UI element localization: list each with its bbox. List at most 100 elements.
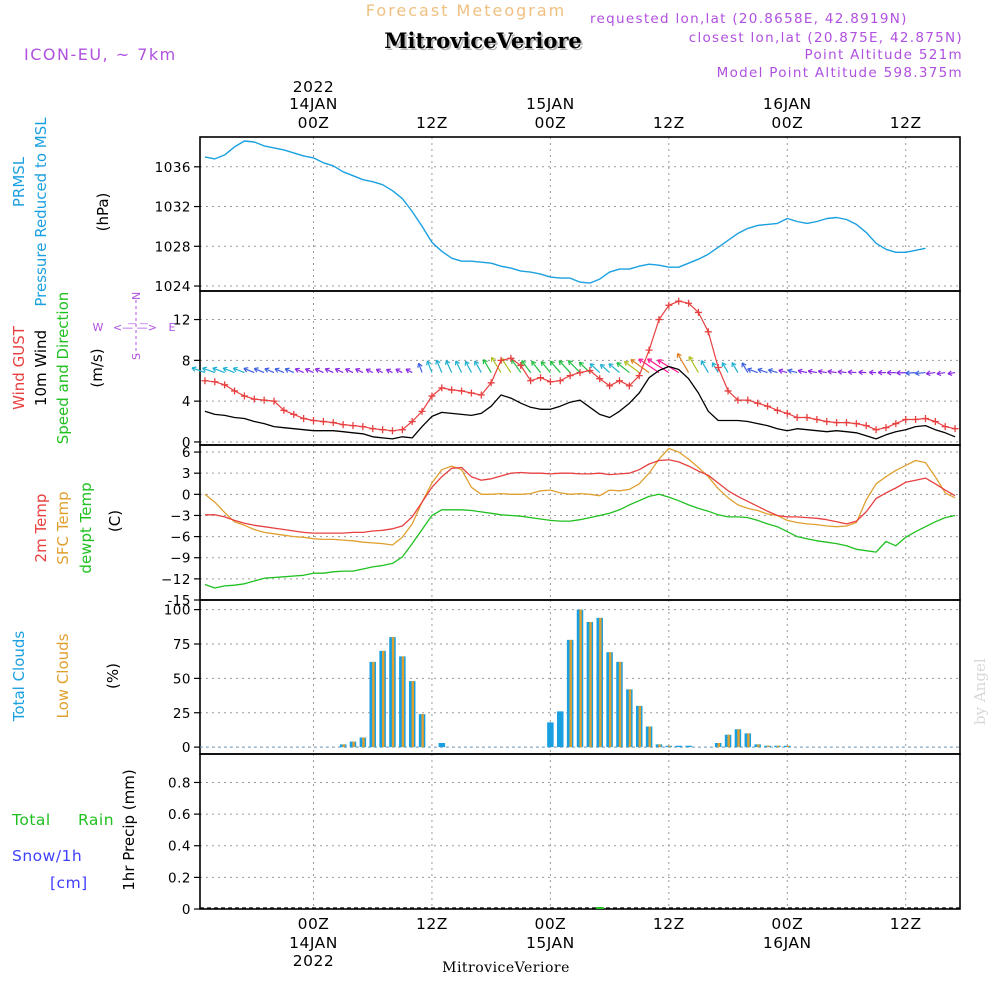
wind-arrow-shaft bbox=[647, 358, 670, 374]
wind-arrow-shaft bbox=[630, 359, 650, 374]
point-altitude: Point Altitude 521m bbox=[805, 47, 963, 63]
wind-arrow-head bbox=[905, 372, 910, 376]
low-cloud-bar bbox=[717, 743, 720, 748]
wind-gust-marker bbox=[615, 377, 623, 385]
pressure-line bbox=[204, 140, 926, 284]
wind-arrow-shaft bbox=[243, 367, 255, 374]
wind-arrow-head bbox=[877, 369, 883, 374]
wind-arrow-head bbox=[589, 363, 593, 369]
y-tick-label: 1024 bbox=[155, 279, 191, 295]
wind-gust-marker bbox=[467, 389, 475, 397]
wind-gust-marker bbox=[517, 361, 525, 369]
wind-gust-marker bbox=[260, 396, 268, 404]
panel-side-labels: PRMSL Pressure Reduced to MSL (hPa) Wind GU… bbox=[10, 117, 176, 892]
wind-arrow-head bbox=[747, 368, 751, 373]
wind-arrow-head bbox=[531, 361, 533, 366]
wind-gust-marker bbox=[221, 381, 229, 389]
wind-arrow-head bbox=[747, 367, 753, 370]
wind-arrow-shaft bbox=[638, 358, 660, 374]
surface-temp-line bbox=[204, 447, 956, 546]
wind-gust-marker bbox=[754, 399, 762, 407]
wind-arrow-head bbox=[531, 360, 537, 364]
wind-arrow-head bbox=[355, 368, 359, 374]
low-cloud-bar bbox=[658, 744, 661, 748]
compass-east: E bbox=[169, 321, 176, 334]
wind-arrow-head bbox=[778, 369, 783, 374]
temp-sfc-label: SFC Temp bbox=[54, 491, 72, 564]
wind-arrow-head bbox=[232, 367, 237, 373]
y-tick-label: 0.4 bbox=[168, 839, 191, 855]
snow-unit-label: [cm] bbox=[50, 874, 88, 892]
wind-direction-arrow bbox=[630, 358, 650, 374]
wind-arrow-head bbox=[334, 368, 339, 373]
wind-arrow-head bbox=[223, 366, 228, 369]
wind-gust-marker bbox=[310, 417, 318, 425]
wind-gust-marker bbox=[369, 425, 377, 433]
y-tick-label: 0 bbox=[182, 740, 191, 756]
low-cloud-bar bbox=[381, 650, 385, 748]
wind-direction-arrow bbox=[454, 360, 463, 373]
wind-arrow-head bbox=[445, 360, 451, 364]
wind-arrow-head bbox=[436, 359, 441, 364]
meteogram-title: Forecast Meteogram bbox=[366, 1, 566, 20]
wind-arrow-head bbox=[579, 361, 584, 364]
wind-direction-arrow bbox=[385, 368, 393, 374]
wind-arrow-shaft bbox=[511, 359, 522, 373]
rain-label: Rain bbox=[78, 811, 114, 829]
low-cloud-bar bbox=[776, 745, 780, 748]
wind-direction-arrow bbox=[721, 362, 729, 373]
wind-arrow-shaft bbox=[465, 360, 472, 373]
wind-arrow-head bbox=[818, 368, 823, 372]
wind-arrow-head bbox=[827, 370, 832, 375]
wind-gust-marker bbox=[872, 426, 880, 434]
top-time-label: 12Z bbox=[890, 114, 922, 132]
wind-gust-marker bbox=[902, 416, 910, 424]
total-clouds-label: Total Clouds bbox=[10, 631, 28, 723]
wind-gust-marker bbox=[201, 377, 209, 385]
total-cloud-bar bbox=[547, 722, 554, 748]
y-tick-label: −6 bbox=[170, 530, 191, 546]
wind-arrow-shaft bbox=[191, 367, 206, 374]
wind-arrow-shaft bbox=[787, 369, 798, 374]
wind-arrow-head bbox=[701, 360, 706, 364]
wind-arrow-shaft bbox=[202, 367, 216, 374]
wind-arrow-shaft bbox=[905, 371, 916, 374]
wind-gust-marker bbox=[813, 416, 821, 424]
panel-frame bbox=[199, 444, 961, 601]
wind-arrow-head bbox=[623, 361, 627, 366]
wind-direction-arrow bbox=[623, 360, 640, 374]
wind-arrow-shaft bbox=[455, 360, 463, 373]
wind-arrow-shaft bbox=[345, 368, 354, 374]
wind-gust-marker bbox=[764, 402, 772, 410]
wind-direction-arrow bbox=[914, 370, 926, 377]
wind-direction-arrow bbox=[304, 367, 314, 374]
low-cloud-bar bbox=[401, 656, 405, 748]
wind-arrow-shaft bbox=[274, 368, 285, 374]
wind-gust-marker bbox=[349, 422, 357, 430]
wind-arrow-head bbox=[465, 360, 470, 365]
wind-arrow-shaft bbox=[768, 369, 778, 374]
wind-arrow-head bbox=[521, 360, 527, 363]
wind-gust-marker bbox=[694, 308, 702, 316]
snow-label: Snow/1h bbox=[12, 847, 82, 865]
station-title: MitroviceVeriore bbox=[384, 28, 582, 53]
wind-direction-arrow bbox=[202, 366, 216, 374]
bottom-time-label: 00Z bbox=[298, 915, 330, 933]
wind-arrow-shaft bbox=[295, 368, 304, 374]
total-cloud-bar bbox=[675, 745, 682, 748]
low-cloud-bar bbox=[628, 689, 632, 748]
wind-arrow-shaft bbox=[747, 368, 758, 374]
wind-direction-arrow bbox=[549, 360, 561, 373]
wind-gust-marker bbox=[685, 299, 693, 307]
model-name: ICON-EU, ~ 7km bbox=[24, 45, 177, 64]
wind-arrow-shaft bbox=[778, 369, 788, 374]
wind-direction-arrow bbox=[314, 367, 324, 374]
wind-gust-marker bbox=[675, 297, 683, 305]
wind-direction-arrow bbox=[540, 360, 551, 373]
wind-direction-arrow bbox=[375, 368, 383, 374]
wind-direction-arrow bbox=[608, 363, 620, 374]
wind-direction-arrow bbox=[778, 368, 788, 374]
wind-direction-arrow bbox=[676, 352, 690, 373]
wind-arrow-head bbox=[608, 363, 611, 369]
